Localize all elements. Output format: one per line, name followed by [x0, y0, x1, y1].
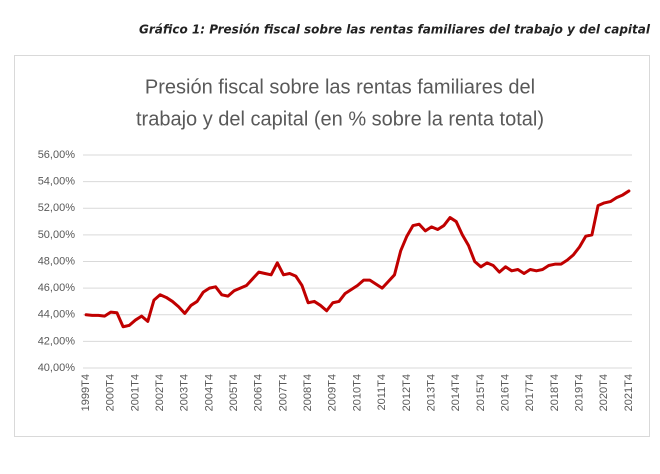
x-tick-label: 2018T4: [549, 374, 561, 411]
data-line: [84, 189, 631, 329]
x-tick-label: 2015T4: [475, 374, 487, 411]
x-tick-label: 2014T4: [450, 374, 462, 411]
y-tick-label: 46,00%: [38, 282, 76, 294]
chart-title: trabajo y del capital (en % sobre la ren…: [136, 108, 544, 130]
y-tick-label: 54,00%: [38, 176, 76, 188]
x-tick-label: 2000T4: [105, 374, 117, 411]
x-tick-label: 2019T4: [573, 374, 585, 411]
x-tick-label: 2009T4: [327, 374, 339, 411]
x-tick-label: 2006T4: [253, 374, 265, 411]
x-tick-label: 2017T4: [524, 374, 536, 411]
caption: Gráfico 1: Presión fiscal sobre las rent…: [139, 23, 651, 37]
x-tick-label: 2021T4: [623, 374, 635, 411]
x-tick-label: 2008T4: [302, 374, 314, 411]
y-tick-label: 44,00%: [38, 309, 76, 321]
chart-title: Presión fiscal sobre las rentas familiar…: [145, 76, 535, 98]
x-tick-label: 2011T4: [376, 374, 388, 411]
x-tick-label: 2007T4: [277, 374, 289, 411]
y-tick-label: 42,00%: [38, 335, 76, 347]
x-tick-label: 2005T4: [228, 374, 240, 411]
x-tick-label: 1999T4: [80, 374, 92, 411]
y-tick-label: 52,00%: [38, 202, 76, 214]
x-tick-label: 2020T4: [598, 374, 610, 411]
x-tick-label: 2002T4: [154, 374, 166, 411]
x-tick-label: 2004T4: [203, 374, 215, 411]
x-tick-label: 2013T4: [425, 374, 437, 411]
x-tick-label: 2012T4: [401, 374, 413, 411]
y-tick-label: 56,00%: [38, 149, 76, 161]
x-tick-label: 2003T4: [179, 374, 191, 411]
x-tick-label: 2010T4: [351, 374, 363, 411]
x-tick-label: 2001T4: [129, 374, 141, 411]
y-tick-label: 40,00%: [38, 362, 76, 374]
chart-frame: [14, 55, 650, 437]
x-tick-label: 2016T4: [499, 374, 511, 411]
y-tick-label: 50,00%: [38, 229, 76, 241]
y-tick-label: 48,00%: [38, 255, 76, 267]
